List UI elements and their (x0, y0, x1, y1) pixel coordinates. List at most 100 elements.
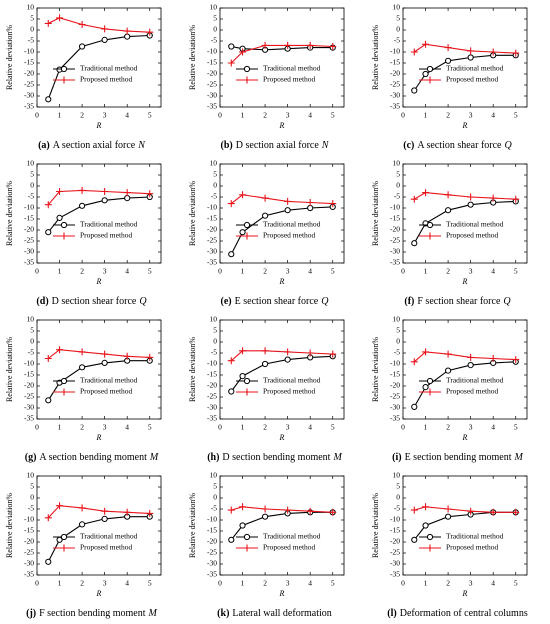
legend-label: Proposed method (263, 543, 316, 552)
legend-label: Proposed method (80, 75, 133, 84)
marker (261, 347, 269, 355)
y-tick-label: -35 (24, 570, 34, 579)
marker (101, 515, 108, 523)
marker (243, 533, 251, 541)
legend-label: Proposed method (446, 387, 499, 396)
caption-var: M (148, 608, 158, 619)
marker (124, 33, 131, 40)
x-axis-label: R (462, 589, 468, 598)
x-axis-label: R (462, 277, 468, 286)
y-axis-label: Relative deviation% (5, 181, 14, 246)
x-tick-label: 0 (218, 267, 222, 276)
legend-label: Traditional method (446, 64, 504, 73)
y-tick-label: -15 (390, 526, 400, 535)
panel: -35 -30 -25 -20 -15 -10 -5 0 5 10 0 1 2 3 4 5 R Relative … (5, 3, 162, 151)
legend-label: Traditional method (446, 532, 504, 541)
y-tick-label: -20 (207, 69, 217, 78)
y-tick-label: 10 (210, 159, 218, 168)
y-tick-label: -20 (207, 537, 217, 546)
caption-text: D section shear force (52, 296, 137, 307)
y-tick-label: -25 (24, 548, 34, 557)
y-tick-label: -25 (207, 548, 217, 557)
marker (444, 367, 452, 374)
marker (306, 199, 314, 206)
y-tick-label: -10 (390, 47, 400, 56)
caption-var: Q (503, 296, 511, 307)
x-tick-label: 4 (491, 423, 495, 432)
marker (467, 353, 475, 361)
marker (444, 505, 452, 513)
marker (227, 59, 235, 67)
series-line (48, 17, 150, 33)
x-tick-label: 0 (35, 579, 39, 588)
marker (410, 358, 418, 366)
marker (78, 43, 86, 50)
marker (56, 346, 64, 354)
x-tick-label: 5 (148, 111, 152, 120)
x-axis-label: R (96, 277, 102, 286)
marker (426, 221, 434, 229)
y-tick-label: 10 (393, 471, 401, 480)
marker (261, 513, 269, 520)
caption: (a) A section axial force N (38, 140, 146, 151)
y-tick-label: -5 (28, 192, 34, 201)
caption-var: M (332, 452, 342, 463)
legend-label: Traditional method (80, 376, 138, 385)
marker (284, 356, 291, 363)
marker (426, 232, 434, 240)
y-tick-label: -20 (24, 537, 34, 546)
plot-frame (402, 319, 528, 420)
x-tick-label: 1 (58, 267, 62, 276)
y-axis-label: Relative deviation% (188, 337, 197, 402)
panel: -35 -30 -25 -20 -15 -10 -5 0 5 10 0 1 2 3 4 5 R Relative … (188, 159, 345, 307)
marker (44, 514, 52, 522)
y-tick-label: -5 (28, 36, 34, 45)
plot-frame (219, 163, 345, 264)
marker (422, 189, 430, 197)
y-tick-label: -20 (390, 69, 400, 78)
marker (123, 189, 131, 197)
marker (146, 28, 154, 36)
y-tick-label: -15 (207, 214, 217, 223)
y-axis-label: Relative deviation% (5, 337, 14, 402)
marker (422, 503, 430, 511)
legend-label: Proposed method (446, 75, 499, 84)
y-tick-label: 10 (27, 3, 35, 12)
series-line (231, 45, 333, 51)
legend-label: Proposed method (80, 231, 133, 240)
y-tick-label: -10 (207, 203, 217, 212)
x-tick-label: 1 (241, 111, 245, 120)
y-axis-label: Relative deviation% (5, 493, 14, 558)
panel: -35 -30 -25 -20 -15 -10 -5 0 5 10 0 1 2 3 4 5 R Relative … (371, 315, 528, 463)
caption-var: N (321, 140, 330, 151)
y-tick-label: 0 (396, 181, 400, 190)
marker (329, 43, 337, 50)
x-tick-label: 3 (469, 267, 473, 276)
caption: (k) Lateral wall deformation (217, 608, 332, 619)
y-tick-label: -20 (390, 225, 400, 234)
y-tick-label: -30 (390, 559, 400, 568)
y-tick-label: -5 (28, 348, 34, 357)
marker (422, 384, 429, 391)
y-tick-label: 0 (213, 337, 217, 346)
x-tick-label: 3 (469, 579, 473, 588)
marker (101, 350, 109, 358)
x-tick-label: 2 (263, 423, 267, 432)
y-tick-label: -35 (24, 102, 34, 111)
marker (489, 48, 497, 56)
marker (60, 377, 68, 385)
marker (489, 508, 497, 516)
marker (284, 506, 292, 514)
legend-label: Proposed method (80, 387, 133, 396)
x-tick-label: 5 (331, 267, 335, 276)
x-tick-label: 3 (286, 111, 290, 120)
marker (78, 364, 86, 371)
y-tick-label: -35 (207, 102, 217, 111)
marker (124, 195, 131, 202)
x-axis-label: R (279, 121, 285, 130)
panel: -35 -30 -25 -20 -15 -10 -5 0 5 10 0 1 2 3 4 5 R Relative … (188, 471, 345, 619)
marker (284, 348, 292, 356)
y-tick-label: -30 (390, 91, 400, 100)
marker (261, 41, 269, 49)
